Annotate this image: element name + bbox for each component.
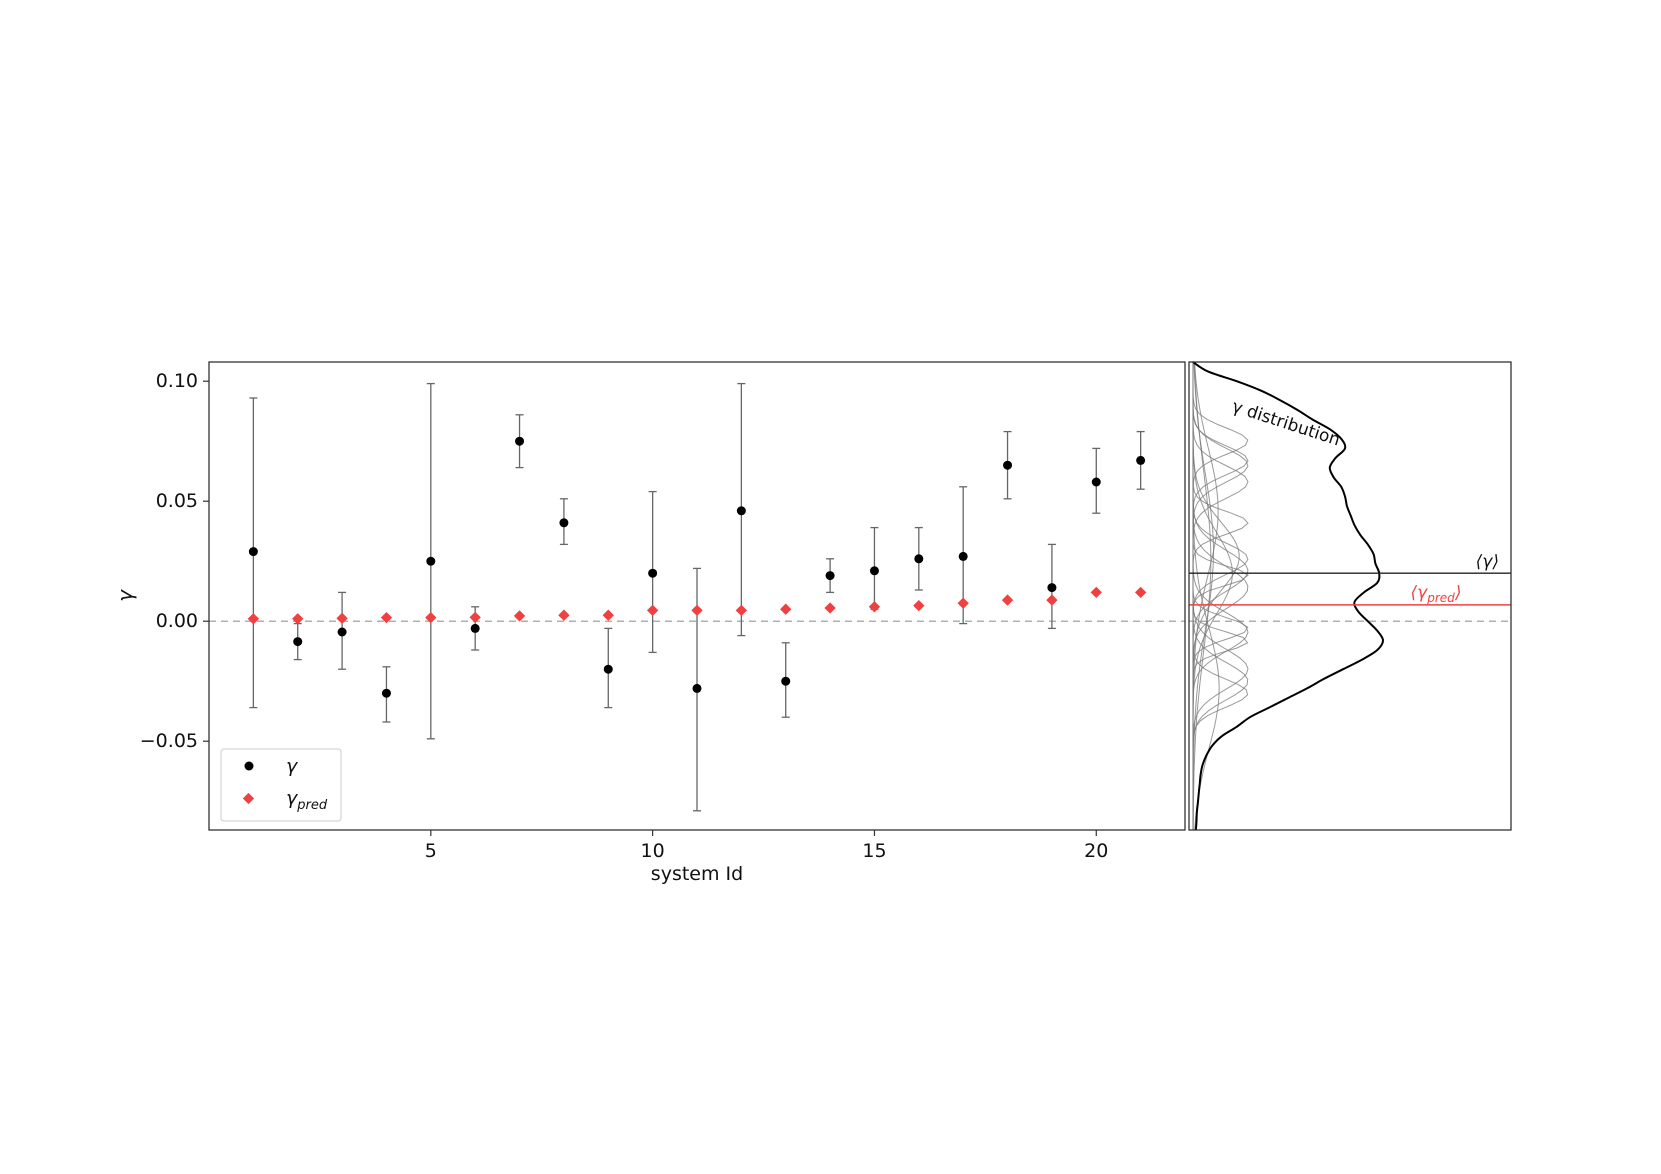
gamma-point — [648, 568, 658, 578]
legend: γ γpred — [220, 748, 342, 822]
mean-gamma-pred-label: ⟨γpred⟩ — [1411, 583, 1462, 605]
gamma-pred-point — [691, 604, 703, 617]
gamma-point — [293, 637, 303, 647]
legend-gamma-pred-marker — [242, 792, 255, 805]
main-panel: 5 10 15 20 −0.05 0.00 0.05 0.10 system Id γ γ … — [113, 361, 1186, 885]
legend-gamma-pred-label: γpred — [286, 787, 328, 813]
legend-gamma-marker — [244, 761, 254, 771]
gamma-pred-point — [425, 611, 437, 624]
gamma-pred-point — [957, 597, 969, 609]
gamma-pred-point — [1046, 594, 1058, 606]
gamma-pred-point — [1090, 586, 1102, 599]
gamma-distribution-curve — [1192, 361, 1385, 831]
gamma-pred-point — [913, 599, 925, 612]
gamma-point — [248, 547, 258, 557]
gamma-point — [1091, 477, 1101, 487]
individual-distribution-curves — [1192, 361, 1249, 831]
gamma-pred-point — [469, 611, 481, 624]
gamma-points — [248, 436, 1146, 698]
gamma-pred-point — [735, 604, 748, 617]
gamma-point — [1047, 583, 1057, 593]
gamma-point — [470, 623, 480, 633]
gamma-pred-point — [336, 612, 348, 624]
gamma-pred-point — [602, 609, 614, 621]
gamma-pred-point — [558, 609, 570, 621]
gamma-pred-point — [247, 613, 260, 625]
gamma-point — [515, 436, 525, 446]
gamma-pred-point — [1134, 586, 1147, 599]
gamma-point — [781, 676, 791, 686]
gamma-point — [869, 566, 879, 576]
gamma-point — [559, 518, 569, 528]
mean-gamma-label: ⟨γ⟩ — [1476, 552, 1499, 572]
main-plot-frame — [208, 361, 1186, 831]
y-tick-label: 0.10 — [156, 370, 198, 392]
gamma-point — [1003, 460, 1013, 470]
y-ticks: −0.05 0.00 0.05 0.10 — [140, 370, 209, 752]
distribution-plot-frame — [1188, 361, 1512, 831]
x-tick-label: 5 — [425, 840, 437, 862]
gamma-pred-point — [513, 610, 526, 622]
gamma-point — [426, 556, 436, 566]
gamma-pred-point — [780, 603, 792, 615]
individual-curve — [1192, 362, 1249, 830]
y-tick-label: 0.00 — [156, 610, 198, 632]
gamma-pred-point — [380, 611, 393, 624]
gamma-point — [958, 551, 968, 561]
gamma-point — [337, 627, 347, 637]
gamma-pred-point — [868, 601, 881, 613]
distribution-panel: ⟨γ⟩ ⟨γpred⟩ γ distribution — [1188, 361, 1512, 831]
y-tick-label: −0.05 — [140, 730, 198, 752]
legend-gamma-label: γ — [286, 755, 299, 777]
error-bars — [249, 382, 1145, 812]
x-tick-label: 15 — [862, 840, 886, 862]
individual-curve — [1192, 362, 1220, 831]
gamma-pred-point — [1001, 594, 1014, 606]
gamma-point — [825, 571, 835, 581]
individual-curve — [1192, 362, 1240, 830]
individual-curve — [1192, 361, 1212, 830]
y-tick-label: 0.05 — [156, 490, 198, 512]
x-axis-label: system Id — [651, 863, 743, 885]
gamma-point — [914, 554, 924, 564]
y-axis-label: γ — [113, 589, 137, 602]
x-tick-label: 10 — [641, 840, 665, 862]
gamma-pred-point — [646, 604, 659, 617]
x-ticks: 5 10 15 20 — [425, 830, 1108, 862]
gamma-point — [603, 664, 613, 674]
x-tick-label: 20 — [1084, 840, 1108, 862]
gamma-point — [381, 688, 391, 698]
gamma-pred-point — [824, 602, 836, 614]
gamma-pred-point — [292, 613, 304, 625]
gamma-pred-points — [247, 586, 1147, 625]
gamma-point — [736, 506, 746, 516]
gamma-point — [1136, 455, 1146, 465]
gamma-point — [692, 683, 702, 693]
